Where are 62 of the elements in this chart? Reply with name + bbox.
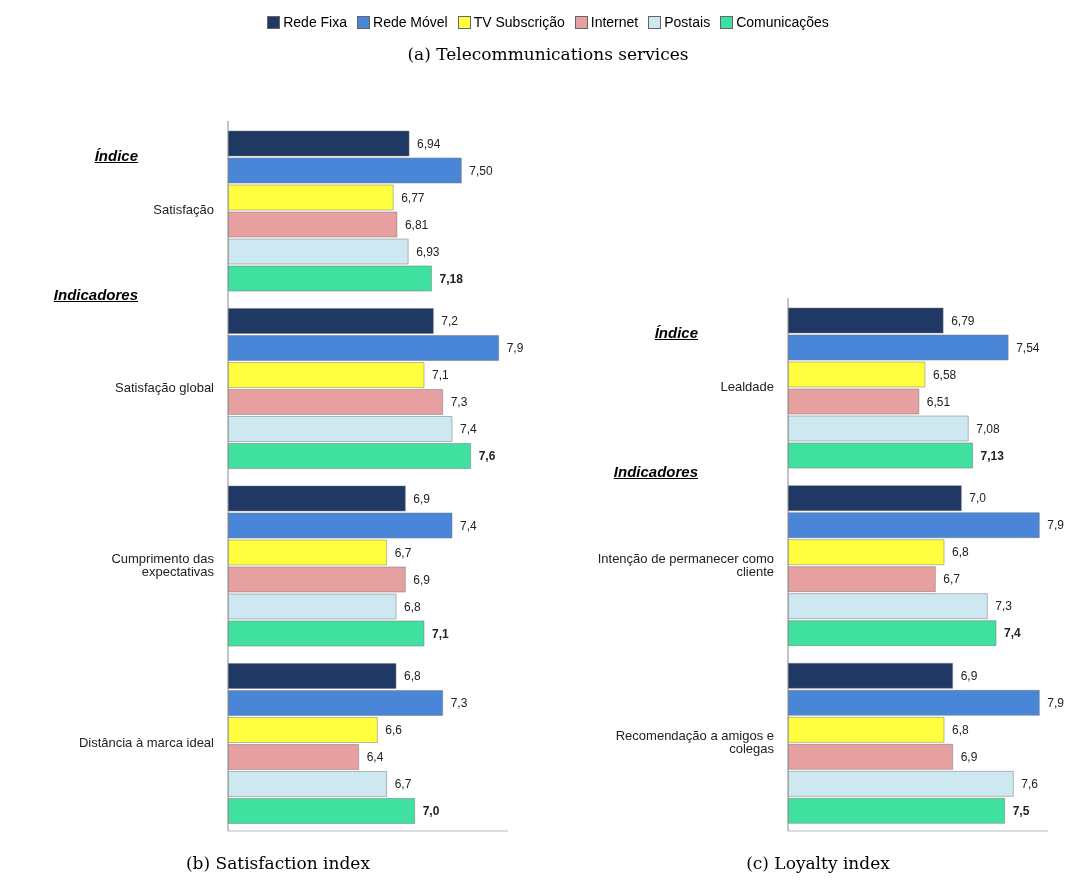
data-label: 7,4 [1004, 626, 1022, 641]
data-label: 7,3 [450, 395, 468, 409]
data-label: 7,6 [1021, 776, 1039, 791]
y-tick-label: Intenção de permanecer como cliente [597, 550, 774, 579]
legend-label: Postais [663, 14, 711, 30]
text: (c) Loyalty index [745, 853, 891, 873]
data-label: 6,8 [952, 545, 970, 560]
data-label: 7,9 [506, 341, 524, 355]
text: Índice [93, 146, 138, 164]
data-label: 6,79 [951, 313, 975, 328]
y-tick-label: Recomendação a amigos e colegas [615, 728, 775, 757]
data-label: 7,50 [469, 163, 494, 178]
text: Índice [653, 323, 698, 341]
data-label: 6,9 [413, 572, 431, 587]
data-label: 6,8 [404, 599, 422, 614]
legend-label: Rede Fixa [282, 14, 348, 30]
data-label: 7,0 [422, 804, 440, 818]
data-label: 6,9 [960, 749, 978, 764]
text: (a) Telecommunications services [406, 44, 690, 64]
data-label: 6,8 [952, 722, 970, 737]
data-label: 7,4 [460, 422, 478, 436]
data-label: 7,1 [432, 368, 450, 382]
y-tick-label: Cumprimento das expectativas [111, 550, 215, 579]
legend-label: TV Subscrição [472, 14, 565, 30]
data-label: 6,77 [401, 190, 425, 205]
y-tick-label: Satisfação global [114, 379, 215, 395]
data-label: 6,93 [416, 244, 440, 259]
legend-label: Comunicações [735, 14, 829, 30]
legend-label: Internet [589, 14, 639, 30]
data-label: 7,9 [1047, 695, 1065, 710]
text: Indicadores [612, 463, 698, 481]
data-label: 6,9 [960, 668, 978, 683]
data-label: 6,7 [943, 572, 961, 587]
data-label: 6,81 [404, 217, 429, 232]
data-label: 6,58 [932, 367, 957, 382]
data-label: 6,8 [404, 669, 422, 683]
data-label: 6,51 [926, 394, 951, 409]
legend-label: Rede Móvel [372, 14, 448, 30]
data-label: 7,6 [478, 449, 496, 463]
y-tick-label: Lealdade [720, 379, 774, 395]
data-label: 7,0 [969, 491, 987, 506]
data-label: 7,13 [980, 448, 1005, 463]
data-label: 7,3 [995, 599, 1013, 614]
data-label: 6,7 [394, 777, 412, 791]
data-label: 6,6 [385, 723, 403, 737]
data-label: 7,9 [1047, 518, 1065, 533]
data-label: 7,18 [439, 271, 464, 286]
data-label: 7,2 [441, 314, 459, 328]
data-label: 7,08 [976, 421, 1000, 436]
data-label: 7,54 [1016, 340, 1040, 355]
data-label: 7,5 [1012, 803, 1030, 818]
data-label: 7,3 [450, 696, 468, 710]
text: (b) Satisfaction index [184, 853, 371, 873]
data-label: 6,7 [394, 545, 412, 560]
y-tick-label: Satisfação [153, 202, 214, 218]
data-label: 6,4 [366, 750, 384, 764]
y-tick-label: Distância à marca ideal [78, 734, 215, 750]
data-label: 6,94 [417, 136, 441, 151]
data-label: 7,4 [460, 518, 478, 533]
data-label: 7,1 [432, 626, 450, 641]
data-label: 6,9 [413, 491, 431, 506]
text: Indicadores [52, 285, 138, 303]
